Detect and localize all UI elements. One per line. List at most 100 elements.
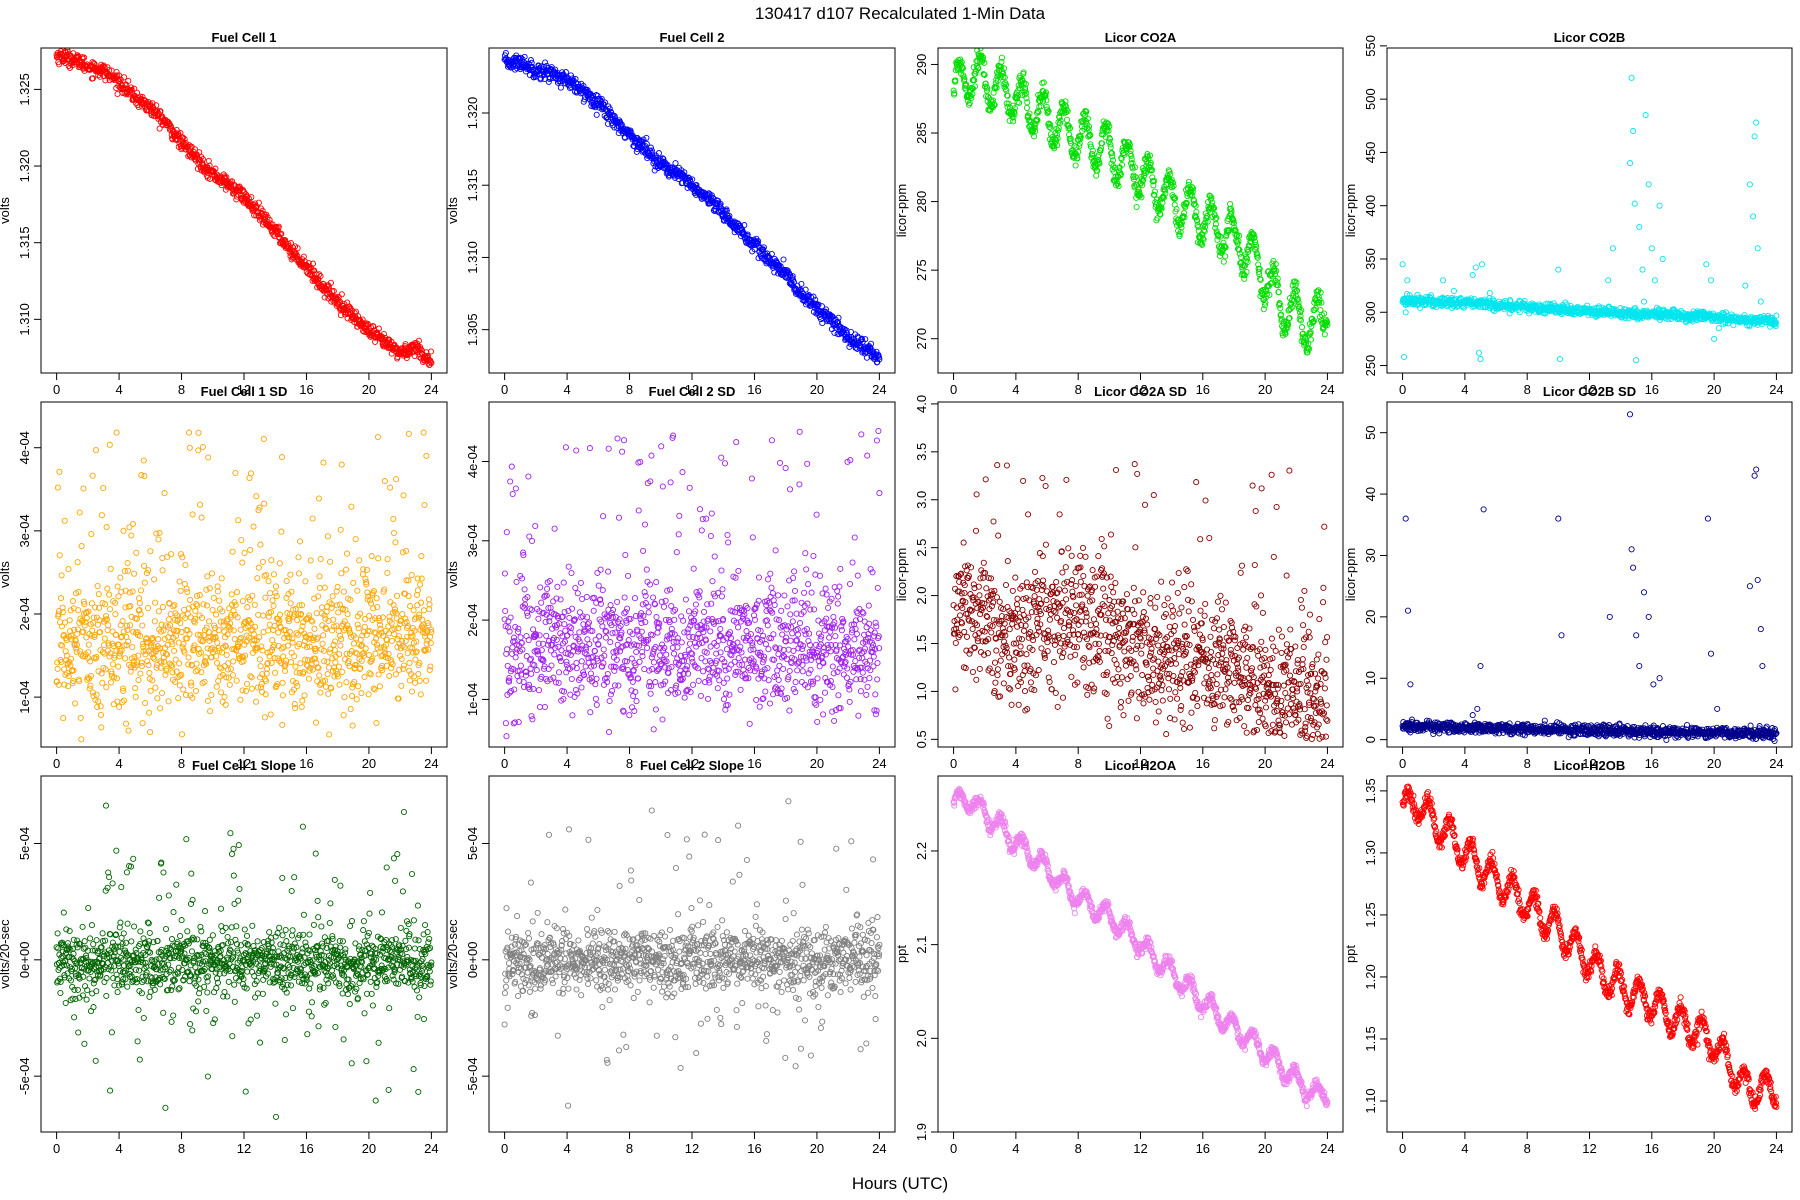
data-point: [193, 592, 201, 599]
data-point: [139, 720, 146, 727]
data-point: [310, 634, 317, 641]
data-point: [1302, 335, 1309, 342]
data-point: [309, 666, 316, 673]
data-point: [1099, 140, 1106, 147]
data-point: [120, 527, 127, 534]
data-point: [1047, 121, 1054, 128]
data-point: [521, 53, 528, 60]
data-point: [78, 736, 85, 743]
data-point: [299, 697, 306, 704]
data-point: [776, 262, 783, 269]
data-point: [179, 134, 186, 141]
data-point: [252, 623, 259, 630]
data-point: [62, 671, 69, 678]
data-point: [314, 634, 321, 641]
data-point: [1170, 182, 1177, 189]
data-point: [199, 443, 206, 451]
data-point: [815, 301, 822, 308]
data-point: [335, 300, 342, 307]
y-axis-label: volts: [445, 197, 460, 224]
data-point: [1043, 97, 1050, 104]
data-point: [137, 611, 144, 618]
data-point: [106, 591, 113, 598]
data-point: [1128, 152, 1135, 159]
data-point: [1017, 72, 1024, 79]
data-point: [1051, 145, 1058, 152]
data-point: [365, 691, 372, 698]
data-point: [155, 608, 162, 615]
data-point: [1639, 266, 1646, 273]
data-point: [1126, 144, 1133, 151]
data-point: [306, 612, 313, 619]
data-point: [281, 663, 288, 670]
data-point: [85, 641, 92, 648]
data-point: [1094, 167, 1101, 174]
data-point: [1180, 213, 1187, 220]
data-point: [1266, 291, 1273, 298]
data-point: [952, 77, 959, 84]
data-point: [153, 664, 160, 671]
data-point: [1006, 117, 1013, 124]
data-point: [660, 155, 667, 163]
data-point: [993, 84, 1000, 91]
data-point: [642, 142, 649, 149]
data-point: [348, 648, 355, 655]
data-point: [357, 610, 364, 617]
panel-title: Licor CO2B: [1554, 30, 1626, 45]
data-point: [138, 663, 145, 670]
data-point: [115, 641, 122, 648]
data-point: [363, 579, 370, 586]
data-point: [1556, 356, 1563, 363]
data-point: [218, 575, 225, 582]
data-point: [58, 658, 65, 666]
data-point: [1715, 325, 1722, 332]
data-point: [771, 269, 778, 276]
data-point: [363, 581, 370, 588]
data-point: [337, 632, 344, 639]
x-tick-label: 4: [1012, 382, 1019, 397]
data-point: [309, 618, 316, 625]
data-point: [279, 679, 286, 686]
data-point: [361, 623, 368, 630]
data-point: [1146, 152, 1154, 159]
data-point: [72, 700, 79, 707]
data-point: [139, 622, 146, 629]
data-point: [80, 628, 87, 635]
data-point: [320, 632, 327, 639]
data-point: [346, 303, 353, 310]
data-point: [358, 642, 366, 649]
data-point: [858, 335, 865, 342]
data-point: [1628, 74, 1635, 81]
data-point: [1133, 203, 1140, 211]
data-point: [1199, 241, 1206, 248]
data-point: [204, 573, 211, 580]
data-point: [279, 237, 286, 244]
data-point: [155, 536, 162, 543]
data-point: [244, 193, 251, 201]
data-point: [1057, 117, 1064, 124]
data-point: [157, 658, 164, 665]
data-point: [338, 570, 345, 577]
data-point: [1190, 185, 1197, 192]
data-point: [1128, 156, 1135, 163]
data-point: [68, 636, 75, 643]
data-point: [180, 640, 187, 648]
data-point: [1190, 196, 1197, 203]
data-point: [1277, 305, 1284, 312]
data-point: [572, 75, 579, 83]
data-point: [81, 622, 88, 629]
data-point: [1026, 110, 1033, 117]
data-point: [1323, 319, 1331, 326]
data-point: [529, 63, 536, 70]
y-axis-label: volts: [0, 561, 12, 588]
data-point: [1020, 69, 1027, 76]
data-point: [185, 661, 192, 668]
data-point: [1659, 255, 1666, 263]
data-point: [1178, 224, 1185, 231]
data-point: [194, 667, 201, 674]
data-point: [111, 674, 118, 681]
data-point: [56, 552, 63, 559]
data-point: [1651, 277, 1658, 284]
